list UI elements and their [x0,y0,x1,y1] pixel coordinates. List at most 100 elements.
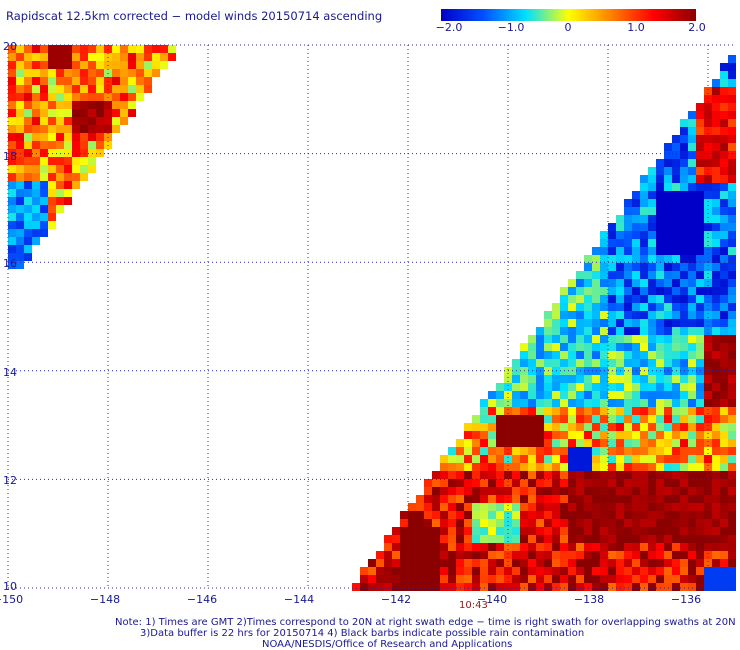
swath-cell [584,255,592,263]
swath-cell [648,279,656,287]
swath-cell [64,77,72,85]
swath-cell [664,535,672,543]
swath-cell [56,61,64,69]
swath-cell [664,479,672,487]
swath-cell [544,311,552,319]
swath-cell [712,543,720,551]
swath-cell [472,423,480,431]
swath-cell [624,199,632,207]
swath-cell [88,101,96,109]
swath-cell [528,455,536,463]
swath-cell [64,69,72,77]
swath-cell [480,423,488,431]
swath-cell [120,61,128,69]
swath-cell [144,77,152,85]
swath-cell [680,447,688,455]
swath-cell [480,503,488,511]
swath-cell [24,45,32,53]
swath-cell [664,263,672,271]
swath-cell [80,53,88,61]
swath-cell [608,431,616,439]
swath-cell [672,207,680,215]
swath-cell [528,335,536,343]
swath-cell [592,351,600,359]
swath-cell [552,543,560,551]
swath-cell [608,503,616,511]
swath-cell [680,535,688,543]
swath-cell [416,503,424,511]
swath-cell [608,495,616,503]
swath-cell [512,487,520,495]
swath-cell [672,535,680,543]
swath-cell [432,551,440,559]
swath-cell [536,471,544,479]
swath-cell [544,503,552,511]
swath-cell [408,527,416,535]
swath-cell [488,399,496,407]
swath-cell [480,471,488,479]
swath-cell [560,519,568,527]
swath-cell [24,85,32,93]
swath-cell [40,45,48,53]
swath-cell [608,455,616,463]
swath-cell [632,271,640,279]
swath-cell [480,479,488,487]
swath-cell [640,327,648,335]
swath-cell [584,439,592,447]
swath-cell [456,455,464,463]
swath-cell [584,295,592,303]
swath-cell [656,167,664,175]
swath-cell [600,231,608,239]
swath-cell [584,559,592,567]
swath-cell [576,383,584,391]
swath-cell [440,503,448,511]
swath-cell [720,431,728,439]
swath-cell [616,423,624,431]
swath-cell [600,287,608,295]
swath-cell [576,279,584,287]
swath-cell [600,319,608,327]
swath-cell [640,263,648,271]
swath-cell [664,415,672,423]
swath-cell [120,101,128,109]
swath-cell [688,191,696,199]
swath-cell [640,503,648,511]
swath-cell [648,295,656,303]
swath-cell [24,53,32,61]
swath-cell [664,247,672,255]
swath-cell [120,93,128,101]
swath-cell [720,551,728,559]
swath-cell [536,439,544,447]
swath-cell [632,351,640,359]
swath-cell [608,263,616,271]
swath-cell [680,223,688,231]
swath-cell [392,575,400,583]
swath-cell [640,191,648,199]
swath-cell [704,343,712,351]
swath-cell [656,271,664,279]
swath-cell [640,495,648,503]
swath-cell [520,527,528,535]
swath-cell [520,503,528,511]
swath-cell [536,583,544,591]
swath-cell [584,543,592,551]
swath-cell [496,535,504,543]
swath-cell [592,423,600,431]
swath-cell [704,127,712,135]
swath-cell [24,61,32,69]
swath-cell [600,479,608,487]
swath-cell [488,407,496,415]
swath-cell [672,455,680,463]
swath-cell [544,359,552,367]
swath-cell [712,415,720,423]
swath-cell [128,61,136,69]
swath-cell [608,463,616,471]
swath-cell [528,575,536,583]
swath-cell [600,487,608,495]
swath-cell [32,221,40,229]
swath-cell [600,359,608,367]
swath-cell [728,87,736,95]
swath-cell [504,431,512,439]
swath-cell [712,351,720,359]
swath-cell [520,351,528,359]
